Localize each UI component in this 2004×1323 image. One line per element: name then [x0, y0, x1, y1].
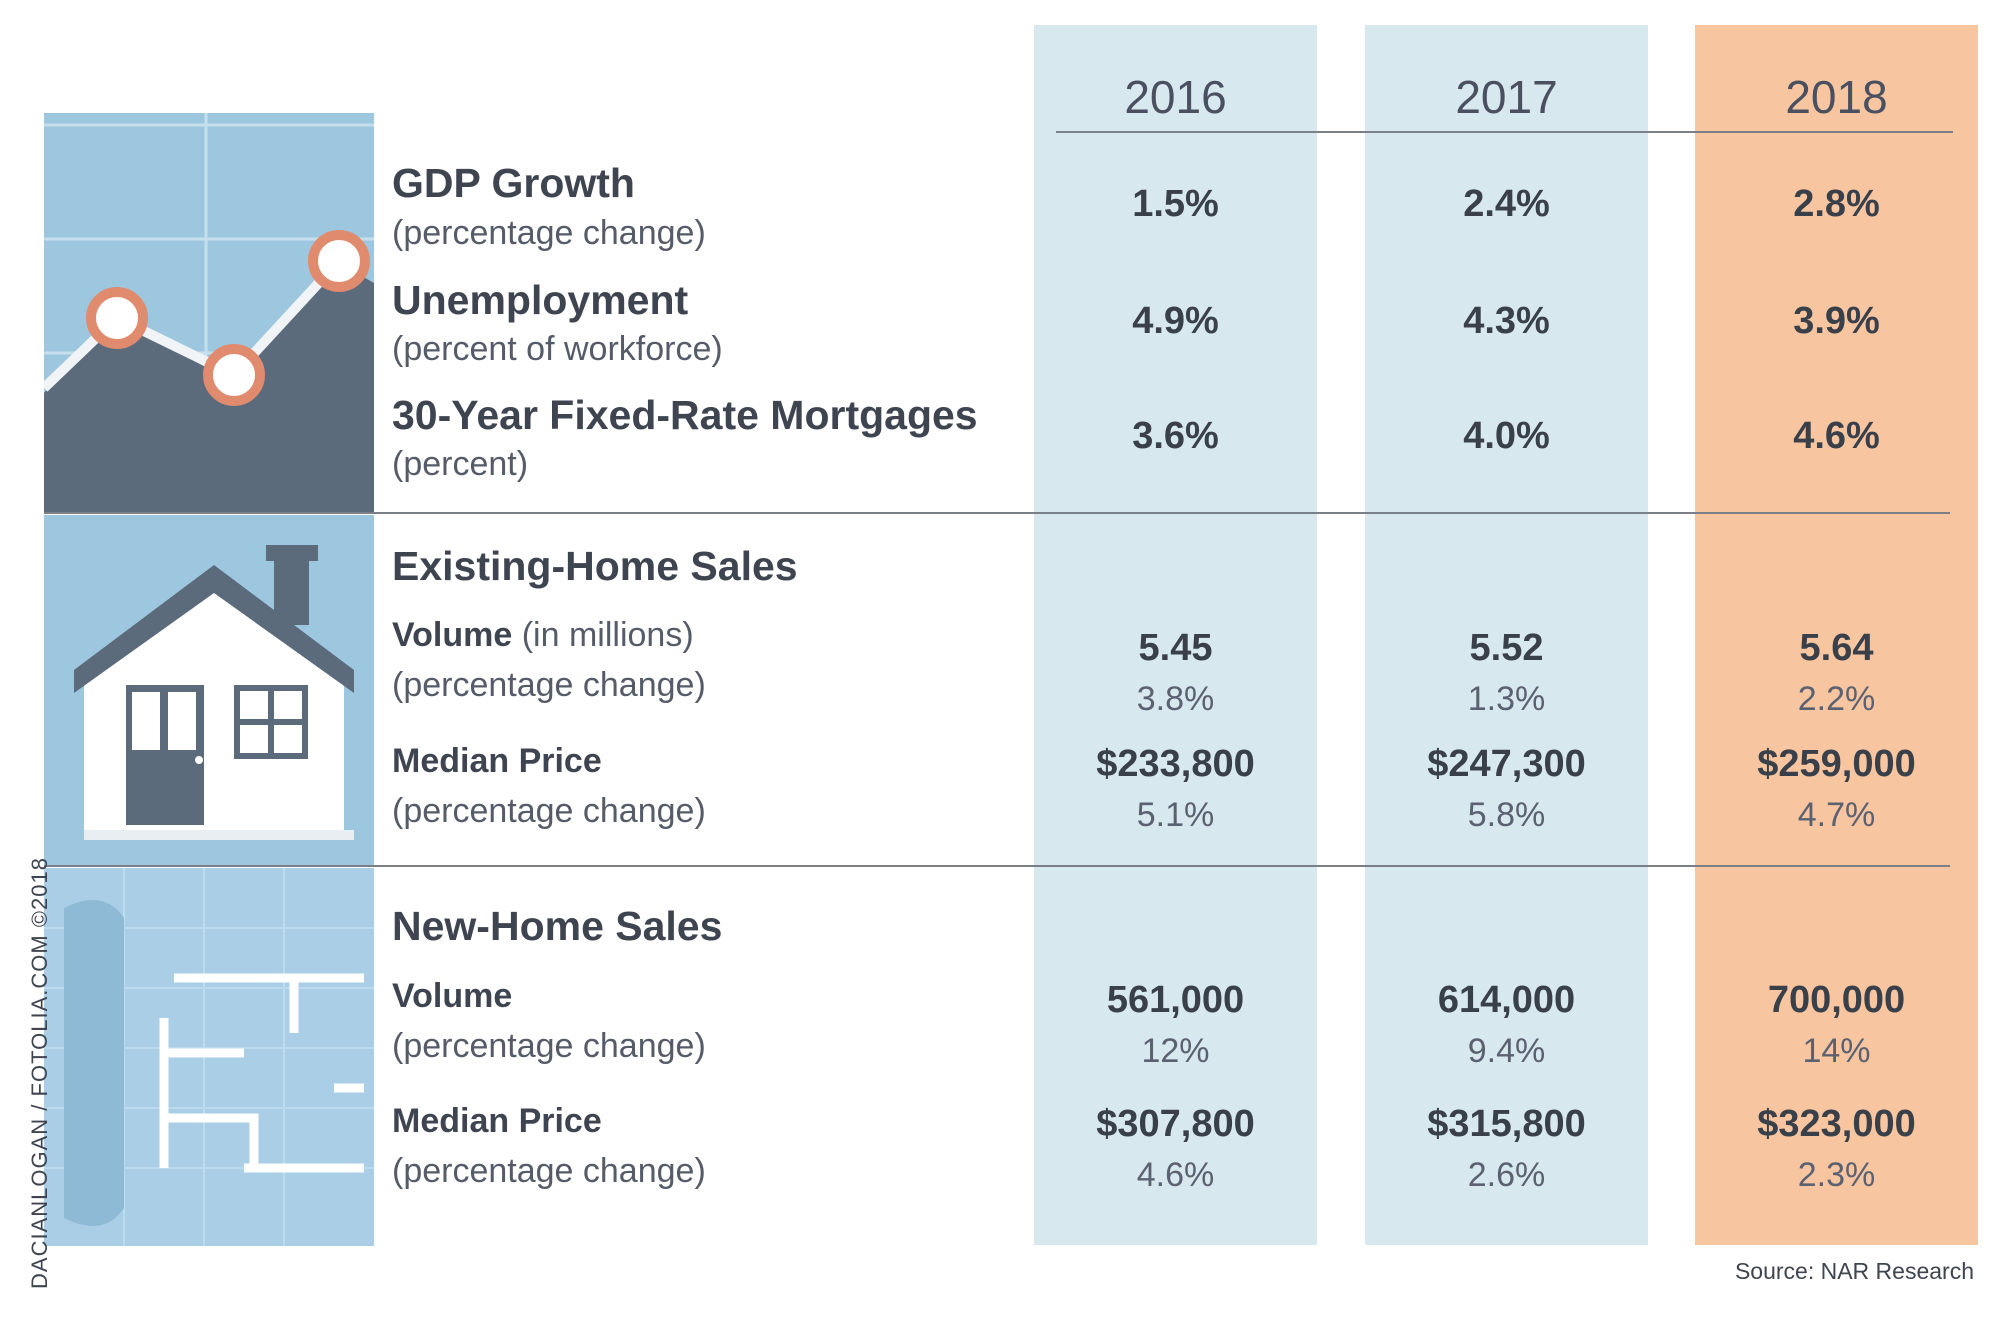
- unemployment-sublabel: (percent of workforce): [392, 330, 723, 368]
- unemployment-2016: 4.9%: [1132, 300, 1219, 342]
- new-volume-change-2017: 9.4%: [1467, 1032, 1546, 1070]
- new-volume-sublabel: (percentage change): [392, 1027, 706, 1065]
- gdp-2016: 1.5%: [1132, 183, 1219, 225]
- new-median-2018: $323,000: [1757, 1103, 1916, 1145]
- gdp-growth-sublabel: (percentage change): [392, 214, 706, 252]
- mortgage-2017: 4.0%: [1463, 415, 1550, 457]
- unemployment-2018: 3.9%: [1793, 300, 1880, 342]
- existing-volume-suffix: (in millions): [521, 616, 694, 654]
- unemployment-label: Unemployment: [392, 277, 689, 323]
- new-median-2017: $315,800: [1427, 1103, 1586, 1145]
- year-header-2016: 2016: [1124, 71, 1227, 123]
- mortgage-2018: 4.6%: [1793, 415, 1880, 457]
- existing-median-label: Median Price: [392, 742, 602, 780]
- year-header-2018: 2018: [1785, 71, 1888, 123]
- new-volume-2016: 561,000: [1106, 979, 1245, 1021]
- mortgage-sublabel: (percent): [392, 445, 529, 483]
- existing-volume-2017: 5.52: [1469, 627, 1544, 669]
- existing-volume-2016: 5.45: [1138, 627, 1213, 669]
- house-illustration: [44, 515, 374, 865]
- existing-home-sales-title: Existing-Home Sales: [392, 543, 798, 589]
- new-volume-label: Volume: [392, 977, 513, 1015]
- new-volume-change-2016: 12%: [1141, 1032, 1210, 1070]
- new-median-change-2017: 2.6%: [1467, 1156, 1546, 1194]
- existing-volume-change-2016: 3.8%: [1136, 680, 1215, 718]
- existing-median-2016: $233,800: [1096, 743, 1255, 785]
- new-median-label: Median Price: [392, 1102, 602, 1140]
- new-median-change-2018: 2.3%: [1797, 1156, 1876, 1194]
- new-volume-2017: 614,000: [1437, 979, 1576, 1021]
- new-median-change-2016: 4.6%: [1136, 1156, 1215, 1194]
- existing-volume-change-2017: 1.3%: [1467, 680, 1546, 718]
- year-header-2017: 2017: [1455, 71, 1558, 123]
- column-bg-2016: [1034, 25, 1317, 1245]
- gdp-2018: 2.8%: [1793, 183, 1880, 225]
- column-bg-2018: [1695, 25, 1978, 1245]
- mortgage-label: 30-Year Fixed-Rate Mortgages: [392, 392, 978, 438]
- existing-median-2018: $259,000: [1757, 743, 1916, 785]
- blueprint-illustration: [44, 868, 374, 1246]
- unemployment-2017: 4.3%: [1463, 300, 1550, 342]
- existing-volume-change-2018: 2.2%: [1797, 680, 1876, 718]
- header-rule: [1056, 131, 1953, 133]
- section-rule-1: [44, 512, 1950, 514]
- gdp-2017: 2.4%: [1463, 183, 1550, 225]
- new-volume-2018: 700,000: [1767, 979, 1906, 1021]
- new-volume-change-2018: 14%: [1802, 1032, 1871, 1070]
- existing-median-sublabel: (percentage change): [392, 792, 706, 830]
- existing-volume-label-text: Volume: [392, 616, 513, 654]
- existing-volume-label: Volume (in millions): [392, 616, 694, 655]
- section-rule-2: [44, 865, 1950, 867]
- existing-volume-2018: 5.64: [1799, 627, 1874, 669]
- photo-credit: DACIANLOGAN / FOTOLIA.COM ©2018: [27, 857, 52, 1289]
- existing-median-change-2016: 5.1%: [1136, 796, 1215, 834]
- line-chart-illustration: [40, 113, 374, 513]
- new-median-2016: $307,800: [1096, 1103, 1255, 1145]
- column-bg-2017: [1365, 25, 1648, 1245]
- source-note: Source: NAR Research: [1734, 1258, 1974, 1284]
- existing-median-change-2018: 4.7%: [1797, 796, 1876, 834]
- gdp-growth-label: GDP Growth: [392, 160, 635, 206]
- new-median-sublabel: (percentage change): [392, 1152, 706, 1190]
- existing-volume-sublabel: (percentage change): [392, 666, 706, 704]
- existing-median-change-2017: 5.8%: [1467, 796, 1546, 834]
- new-home-sales-title: New-Home Sales: [392, 903, 723, 949]
- mortgage-2016: 3.6%: [1132, 415, 1219, 457]
- existing-median-2017: $247,300: [1427, 743, 1586, 785]
